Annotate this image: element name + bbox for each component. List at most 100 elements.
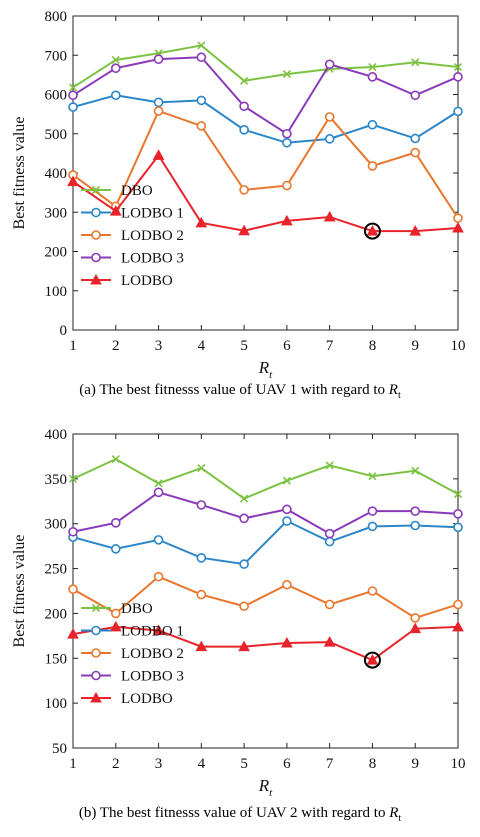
chart-b-legend-marker-4	[90, 691, 102, 703]
chart-a-series-0-point-8	[411, 58, 420, 67]
chart-a-series-0-point-3-b	[197, 41, 206, 50]
chart-b-series-3-point-4	[239, 513, 249, 524]
chart-b-svg: 50 100 150 200 250 300 350 400 1 2 3 4 5 6 7 8 9 10 Rt Best…	[11, 427, 466, 799]
chart-b-series-0-point-5-b	[282, 476, 291, 485]
chart-b-series-0-point-7	[368, 472, 377, 481]
chart-a-ytick-label: 400	[45, 166, 68, 182]
chart-b-series-0-point-2-b	[154, 479, 163, 488]
chart-b-series-line-2	[72, 575, 459, 620]
chart-b-series-2-point-9	[453, 599, 463, 610]
chart-b-ytick-label: 150	[45, 651, 68, 667]
caption-a-var: R	[388, 382, 398, 398]
chart-a-series-4-point-2	[152, 149, 165, 160]
caption-a-sub: t	[397, 390, 401, 401]
caption-b-text: (b) The best fitnesss value of UAV 2 wit…	[78, 805, 390, 821]
chart-a-series-0-point-1	[111, 55, 120, 65]
chart-b-ytick-label: 50	[52, 741, 67, 757]
chart-a-series-3-point-4	[239, 101, 249, 112]
chart-b-legend-marker-1	[91, 625, 101, 636]
chart-b-x-axis-label: Rt	[258, 776, 273, 799]
chart-b-series-4-point-2	[152, 624, 165, 635]
chart-a-series-1-point-2	[153, 97, 164, 108]
chart-a-series-1-point-9	[453, 106, 463, 117]
chart-a-legend-marker-1	[91, 207, 101, 218]
chart-a-ytick-label: 800	[45, 9, 68, 25]
chart-b-series-0-point-6-b	[325, 461, 334, 470]
chart-b-series-0-point-8-b	[411, 466, 420, 475]
chart-b-series-4-point-8	[409, 622, 422, 634]
chart-a-series-4-point-1	[109, 205, 122, 216]
chart-a-series-2-point-9	[453, 213, 463, 223]
chart-a-legend-label-3: LODBO 3	[121, 251, 184, 267]
chart-b-series-4-point-0	[67, 628, 79, 639]
caption-b-sub: t	[398, 813, 402, 824]
chart-a-series-1-point-5	[282, 137, 292, 148]
chart-a-series-0-point-5-b	[282, 70, 291, 79]
chart-b-xtick-label: 5	[240, 756, 248, 772]
chart-a-y-axis-label: Best fitness value	[11, 117, 28, 230]
chart-a-series-2-point-3	[196, 121, 207, 131]
chart-b-series-2-point-4	[239, 601, 249, 612]
chart-b-series-line-0	[72, 457, 459, 500]
chart-a-ytick-label: 0	[60, 323, 68, 339]
chart-a-series-1-point-3	[196, 95, 207, 106]
chart-b-xtick-label: 1	[69, 756, 77, 772]
chart-b-xtick-label: 10	[451, 756, 466, 772]
caption-b-var: R	[389, 805, 399, 821]
chart-a-x-axis-label-main: R	[258, 358, 270, 377]
chart-a-ytick-label: 500	[45, 127, 68, 143]
chart-b-xtick-label: 9	[411, 756, 419, 772]
chart-a-highlight-circle	[363, 222, 381, 240]
chart-b-xtick-label: 8	[369, 756, 377, 772]
chart-a-series-4-point-8	[409, 225, 422, 236]
chart-b-series-3-point-8	[410, 506, 421, 516]
chart-a-series-4-point-0	[67, 175, 79, 187]
chart-b-series-line-1	[72, 519, 459, 566]
chart-a-series-2-point-2	[153, 106, 164, 116]
chart-b-series-0-point-9-b	[453, 490, 463, 499]
chart-b-series-4-point-9	[452, 620, 464, 632]
chart-a-series-1-point-4	[239, 125, 249, 135]
chart-b-xtick-label: 7	[326, 756, 334, 772]
chart-a-series-3-point-1	[110, 63, 121, 74]
chart-a-ytick-label: 200	[45, 245, 68, 261]
chart-a-xtick-label: 1	[69, 338, 77, 354]
chart-a-series-3-point-7	[367, 72, 378, 82]
chart-b-series-0-point-1	[111, 455, 120, 464]
chart-b-series-0-point-9	[453, 490, 463, 499]
chart-a-legend-marker-0	[91, 185, 101, 195]
chart-b-ytick-label: 200	[45, 606, 68, 622]
chart-b-series-4-point-4	[238, 640, 250, 652]
chart-b-series-0-point-4-b	[240, 494, 249, 503]
chart-a-series-line-0	[72, 44, 459, 89]
chart-a-x-axis-label: Rt	[258, 358, 273, 380]
chart-a-series-2-point-8	[410, 147, 421, 158]
chart-b-series-4-point-7	[366, 654, 379, 665]
chart-a-series-3-point-9	[453, 72, 463, 82]
chart-b-series-1-point-3	[196, 553, 207, 563]
chart-b-series-line-4	[72, 625, 459, 662]
chart-b-series-3-point-2	[153, 487, 164, 498]
chart-a-series-3-point-2	[153, 54, 164, 64]
chart-a-xtick-label: 4	[198, 338, 206, 354]
chart-a-legend-marker-4	[90, 273, 102, 285]
chart-b-series-0-point-4	[240, 494, 249, 503]
chart-a-series-3-point-6	[324, 59, 335, 70]
chart-b-series-2-point-1	[110, 608, 121, 619]
chart-panel-a: 0 100 200 300 400 500 600 700 800 1 2 3 4 5 6 7 8 9 10 Rt Be…	[0, 0, 480, 400]
chart-b-series-4-point-5	[281, 637, 293, 648]
chart-a-series-0-point-7-b	[368, 62, 377, 72]
chart-a-series-3-point-3	[196, 52, 207, 63]
caption-a-text: (a) The best fitnesss value of UAV 1 wit…	[79, 382, 389, 398]
chart-b-series-3-point-7	[367, 506, 378, 516]
chart-a-series-0-point-1-b	[111, 55, 120, 65]
chart-b-series-2-point-3	[196, 589, 207, 600]
chart-a-legend-marker-3	[91, 252, 101, 263]
chart-b-series-1-point-7	[367, 521, 378, 532]
chart-b-series-2-point-5	[282, 579, 292, 590]
chart-a-xtick-label: 6	[283, 338, 291, 354]
chart-b-series-1-point-8	[410, 520, 421, 531]
chart-a-series-4-point-5	[281, 214, 293, 226]
chart-a-xtick-label: 7	[326, 338, 334, 354]
chart-a-legend-label-4: LODBO	[121, 273, 173, 289]
